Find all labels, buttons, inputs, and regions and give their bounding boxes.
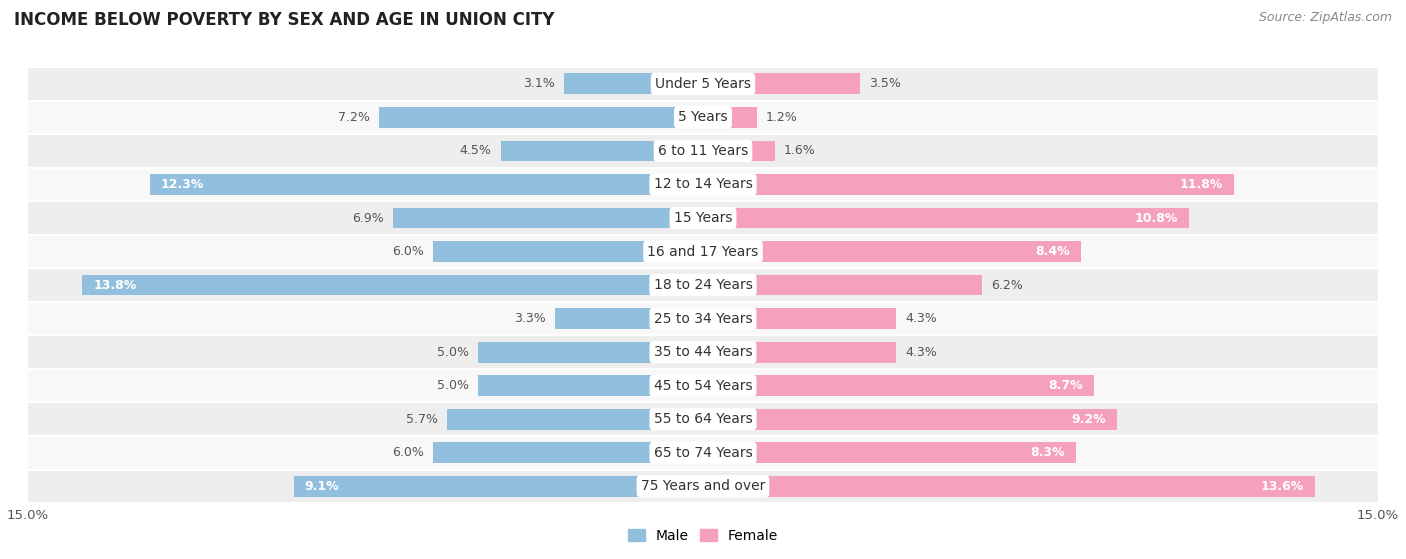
Text: 8.4%: 8.4% [1035, 245, 1070, 258]
Bar [703, 342, 897, 363]
Bar [703, 375, 1094, 396]
Text: 13.6%: 13.6% [1260, 480, 1303, 493]
Text: 55 to 64 Years: 55 to 64 Years [654, 412, 752, 427]
Text: 12.3%: 12.3% [160, 178, 204, 191]
Bar [28, 335, 1378, 369]
Bar [82, 274, 703, 296]
Bar [478, 342, 703, 363]
Bar [28, 436, 1378, 470]
Text: 11.8%: 11.8% [1180, 178, 1223, 191]
Text: Source: ZipAtlas.com: Source: ZipAtlas.com [1258, 11, 1392, 24]
Bar [392, 207, 703, 229]
Bar [28, 134, 1378, 168]
Text: 13.8%: 13.8% [93, 278, 136, 292]
Bar [28, 369, 1378, 402]
Text: 12 to 14 Years: 12 to 14 Years [654, 177, 752, 192]
Bar [28, 470, 1378, 503]
Bar [478, 375, 703, 396]
Text: 9.1%: 9.1% [305, 480, 339, 493]
Bar [703, 207, 1189, 229]
Text: 35 to 44 Years: 35 to 44 Years [654, 345, 752, 359]
Bar [564, 73, 703, 94]
Text: 4.3%: 4.3% [905, 312, 938, 325]
Bar [703, 274, 981, 296]
Text: 3.1%: 3.1% [523, 77, 554, 91]
Text: 8.3%: 8.3% [1031, 446, 1066, 459]
Text: 4.3%: 4.3% [905, 345, 938, 359]
Text: 6 to 11 Years: 6 to 11 Years [658, 144, 748, 158]
Bar [294, 476, 703, 497]
Text: 5.0%: 5.0% [437, 345, 470, 359]
Text: 18 to 24 Years: 18 to 24 Years [654, 278, 752, 292]
Text: 6.2%: 6.2% [991, 278, 1022, 292]
Bar [703, 442, 1077, 463]
Text: 5 Years: 5 Years [678, 110, 728, 125]
Bar [703, 308, 897, 329]
Bar [28, 201, 1378, 235]
Bar [703, 73, 860, 94]
Bar [28, 402, 1378, 436]
Text: 9.2%: 9.2% [1071, 413, 1105, 426]
Bar [28, 302, 1378, 335]
Text: 15 Years: 15 Years [673, 211, 733, 225]
Bar [554, 308, 703, 329]
Bar [149, 174, 703, 195]
Bar [447, 409, 703, 430]
Text: 5.0%: 5.0% [437, 379, 470, 392]
Text: 10.8%: 10.8% [1135, 211, 1178, 225]
Text: 4.5%: 4.5% [460, 144, 492, 158]
Bar [28, 168, 1378, 201]
Bar [28, 235, 1378, 268]
Legend: Male, Female: Male, Female [623, 523, 783, 548]
Bar [28, 67, 1378, 101]
Text: 1.2%: 1.2% [766, 111, 797, 124]
Text: 45 to 54 Years: 45 to 54 Years [654, 378, 752, 393]
Bar [501, 140, 703, 162]
Bar [703, 241, 1081, 262]
Bar [433, 241, 703, 262]
Bar [28, 268, 1378, 302]
Text: 3.3%: 3.3% [513, 312, 546, 325]
Text: 1.6%: 1.6% [785, 144, 815, 158]
Bar [380, 107, 703, 128]
Bar [703, 174, 1234, 195]
Bar [703, 140, 775, 162]
Text: 8.7%: 8.7% [1049, 379, 1083, 392]
Text: 6.0%: 6.0% [392, 245, 425, 258]
Text: 7.2%: 7.2% [339, 111, 370, 124]
Text: INCOME BELOW POVERTY BY SEX AND AGE IN UNION CITY: INCOME BELOW POVERTY BY SEX AND AGE IN U… [14, 11, 554, 29]
Bar [703, 476, 1315, 497]
Text: 6.0%: 6.0% [392, 446, 425, 459]
Bar [433, 442, 703, 463]
Text: 5.7%: 5.7% [405, 413, 437, 426]
Text: 3.5%: 3.5% [869, 77, 901, 91]
Bar [703, 409, 1116, 430]
Text: 75 Years and over: 75 Years and over [641, 479, 765, 494]
Text: 65 to 74 Years: 65 to 74 Years [654, 446, 752, 460]
Bar [703, 107, 756, 128]
Text: 16 and 17 Years: 16 and 17 Years [647, 244, 759, 259]
Bar [28, 101, 1378, 134]
Text: 6.9%: 6.9% [352, 211, 384, 225]
Text: 25 to 34 Years: 25 to 34 Years [654, 311, 752, 326]
Text: Under 5 Years: Under 5 Years [655, 77, 751, 91]
